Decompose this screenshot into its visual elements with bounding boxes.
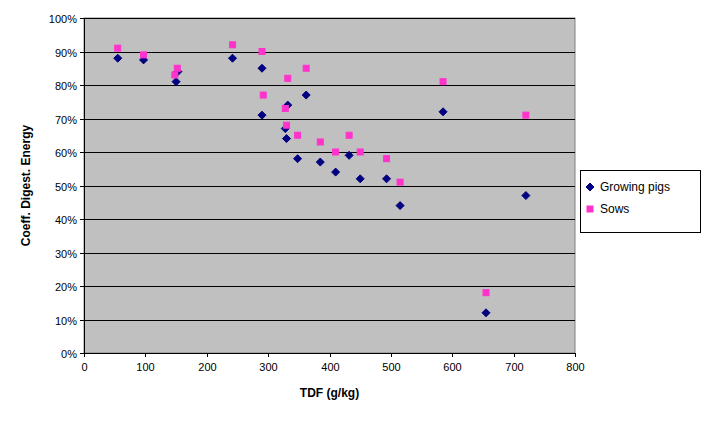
point <box>282 105 288 111</box>
point <box>229 54 237 62</box>
x-tick-label: 100 <box>136 361 154 373</box>
x-axis-title: TDF (g/kg) <box>300 386 359 400</box>
background <box>0 0 706 421</box>
x-tick-label: 300 <box>259 361 277 373</box>
grid-line <box>84 186 575 187</box>
point <box>440 79 446 85</box>
points <box>114 42 530 317</box>
y-tick <box>80 119 84 120</box>
x-tick-label: 400 <box>321 361 339 373</box>
point <box>174 65 180 71</box>
y-tick <box>80 320 84 321</box>
point <box>230 42 236 48</box>
grid-line <box>84 18 575 19</box>
y-axis-title: Coeff. Digest. Energy <box>19 125 33 247</box>
point <box>172 78 180 86</box>
y-tick <box>80 52 84 53</box>
legend: Growing pigs Sows <box>581 171 701 233</box>
x-tick-label: 0 <box>81 361 87 373</box>
grid-line <box>84 320 575 321</box>
point <box>316 158 324 166</box>
x-tick <box>575 353 576 357</box>
point <box>294 155 302 163</box>
y-tick <box>80 219 84 220</box>
x-tick-label: 500 <box>382 361 400 373</box>
y-tick-label: 70% <box>55 114 77 126</box>
y-tick-label: 80% <box>55 80 77 92</box>
legend-box <box>581 171 701 233</box>
x-axis <box>84 353 575 354</box>
point <box>114 54 122 62</box>
y-tick <box>80 186 84 187</box>
point <box>332 168 340 176</box>
grid-line <box>84 152 575 153</box>
y-tick <box>80 18 84 19</box>
x-tick-label: 600 <box>443 361 461 373</box>
point <box>172 72 178 78</box>
point <box>258 111 266 119</box>
point <box>283 135 291 143</box>
grid-line <box>84 85 575 86</box>
point <box>357 149 363 155</box>
y-tick <box>80 353 84 354</box>
grid-line <box>84 253 575 254</box>
point <box>356 175 364 183</box>
grid-line <box>84 119 575 120</box>
point <box>141 52 147 58</box>
y-axis <box>84 18 85 353</box>
point <box>397 179 403 185</box>
point <box>258 64 266 72</box>
x-tick-label: 800 <box>566 361 584 373</box>
y-tick-label: 60% <box>55 147 77 159</box>
y-tick-label: 30% <box>55 248 77 260</box>
y-tick <box>80 85 84 86</box>
legend-marker <box>587 206 593 212</box>
point <box>317 139 323 145</box>
point <box>333 149 339 155</box>
point <box>295 132 301 138</box>
point <box>260 92 266 98</box>
point <box>384 156 390 162</box>
point <box>345 151 353 159</box>
grid-line <box>84 219 575 220</box>
point <box>396 202 404 210</box>
point <box>285 75 291 81</box>
point <box>302 91 310 99</box>
point <box>346 132 352 138</box>
y-tick <box>80 253 84 254</box>
y-tick-label: 100% <box>49 13 77 25</box>
y-tick-label: 10% <box>55 315 77 327</box>
point <box>284 122 290 128</box>
grid-line <box>84 52 575 53</box>
point <box>383 175 391 183</box>
point <box>115 45 121 51</box>
y-tick-label: 90% <box>55 47 77 59</box>
point <box>303 65 309 71</box>
legend-label: Sows <box>600 202 629 216</box>
grid-line <box>84 353 575 354</box>
y-tick-label: 0% <box>61 348 77 360</box>
series <box>115 42 529 296</box>
point <box>482 309 490 317</box>
plot-area <box>84 18 575 353</box>
point <box>439 108 447 116</box>
x-tick-label: 200 <box>198 361 216 373</box>
chart: 0% 10% 20% 30% 40% 50% 60% 70% 80% 90% 100% 0 100 200… <box>0 0 706 421</box>
y-tick <box>80 286 84 287</box>
y-tick-label: 20% <box>55 281 77 293</box>
y-tick-label: 50% <box>55 181 77 193</box>
point <box>523 112 529 118</box>
grid-line <box>84 286 575 287</box>
y-tick <box>80 152 84 153</box>
point <box>522 192 530 200</box>
x-tick-label: 700 <box>505 361 523 373</box>
series <box>114 54 530 317</box>
point <box>483 290 489 296</box>
legend-marker <box>586 183 594 191</box>
legend-label: Growing pigs <box>600 180 670 194</box>
y-tick-label: 40% <box>55 214 77 226</box>
point <box>259 49 265 55</box>
